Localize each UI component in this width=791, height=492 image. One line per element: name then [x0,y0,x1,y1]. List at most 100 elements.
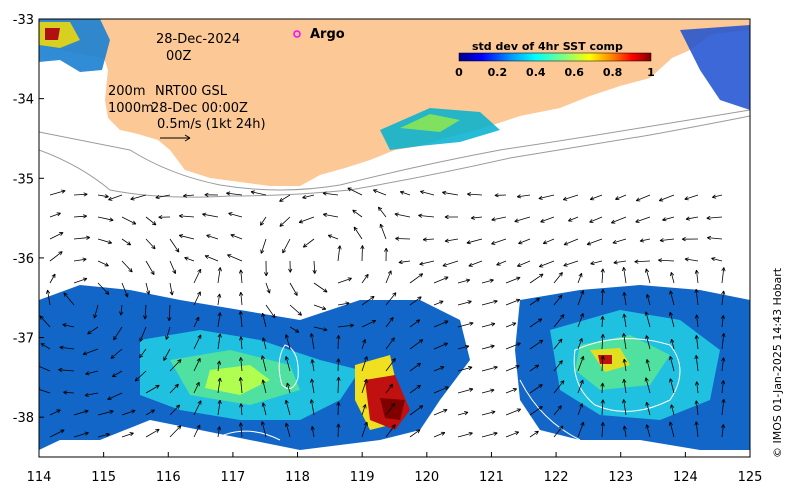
x-tick-label: 119 [350,470,375,485]
current-arrow [577,379,584,394]
current-arrow [49,273,56,284]
current-arrow [97,238,113,245]
current-arrow [63,292,75,306]
current-arrow [398,259,411,265]
current-arrow [457,387,474,394]
current-arrow [668,421,675,438]
contour-label-200m: 200m [108,84,145,99]
current-arrow [681,237,699,242]
current-arrow [49,232,64,240]
current-arrow [645,424,651,438]
current-arrow [169,260,177,275]
source-date-label: 28-Dec 00:00Z [151,101,248,116]
current-arrow [261,379,267,394]
current-arrow [265,304,276,319]
current-arrow [145,384,160,394]
current-arrow [529,318,543,328]
current-arrow [505,322,517,328]
current-arrow [73,431,89,438]
current-arrow [313,282,328,293]
current-arrow [538,260,555,268]
current-arrow [361,339,367,350]
x-tick-label: 120 [414,470,439,485]
current-arrow [562,194,579,201]
current-arrow [250,190,267,196]
current-arrow [145,216,157,226]
current-arrow [721,424,726,438]
current-arrow [409,405,424,416]
current-arrow [384,247,389,262]
contour-200m [39,109,750,191]
x-tick-label: 115 [91,470,116,485]
current-arrow [457,321,474,328]
current-arrow [645,359,651,372]
current-arrow [645,401,651,416]
current-arrow [553,314,565,328]
current-arrow [529,406,543,416]
current-arrow [422,237,435,242]
current-vectors [39,187,726,438]
current-arrow [302,194,315,200]
y-tick-label: -33 [13,13,34,28]
contour-1000m [39,115,750,198]
date-label: 28-Dec-2024 [156,32,240,47]
current-arrow [84,392,99,397]
current-arrow [433,276,449,284]
current-arrow [662,216,675,222]
current-arrow [310,426,315,438]
current-arrow [577,290,585,306]
current-arrow [119,304,124,316]
y-tick-label: -36 [13,252,34,267]
current-arrow [121,216,137,225]
current-arrow [409,339,424,350]
current-arrow [372,189,387,196]
colorbar-tick-label: 0.2 [488,66,508,79]
current-arrow [298,216,315,224]
current-arrow [217,312,222,328]
current-arrow [385,270,392,284]
current-arrow [553,360,563,372]
current-arrow [711,194,723,199]
current-arrow [217,399,222,416]
current-arrow [97,194,109,199]
current-arrow [97,282,110,295]
current-arrow [610,216,627,224]
current-arrow [238,291,244,306]
current-arrow [457,366,473,372]
current-arrow [289,326,300,333]
colorbar-title: std dev of 4hr SST comp [472,40,623,53]
current-arrow [49,251,63,262]
current-arrow [385,424,396,438]
current-arrow [289,304,302,316]
current-arrow [577,421,585,438]
current-arrow [313,326,328,332]
y-tick-label: -35 [13,172,34,187]
colorbar: std dev of 4hr SST comp 0 0.2 0.4 0.6 0.8 1 [455,40,655,79]
current-arrow [600,355,605,372]
current-arrow [600,268,605,284]
current-arrow [73,235,91,240]
x-tick-label: 125 [738,470,763,485]
current-arrow [481,388,495,394]
current-arrow [111,370,123,378]
colorbar-tick-label: 0.4 [526,66,546,79]
current-arrow [694,335,699,350]
current-arrow [379,223,387,240]
current-arrow [457,300,472,306]
current-arrow [284,356,291,372]
x-tick-label: 121 [479,470,504,485]
current-arrow [721,267,726,284]
current-arrow [63,390,75,395]
current-arrow [433,431,446,438]
current-arrow [418,213,435,218]
current-arrow [169,404,181,416]
current-arrow [529,273,544,284]
current-arrow [238,310,243,328]
current-arrow [261,337,267,350]
current-arrow [444,214,459,220]
current-arrow [409,319,421,328]
current-arrow [145,260,155,276]
current-arrow [659,238,675,243]
x-tick-label: 117 [220,470,245,485]
current-arrow [635,194,651,202]
